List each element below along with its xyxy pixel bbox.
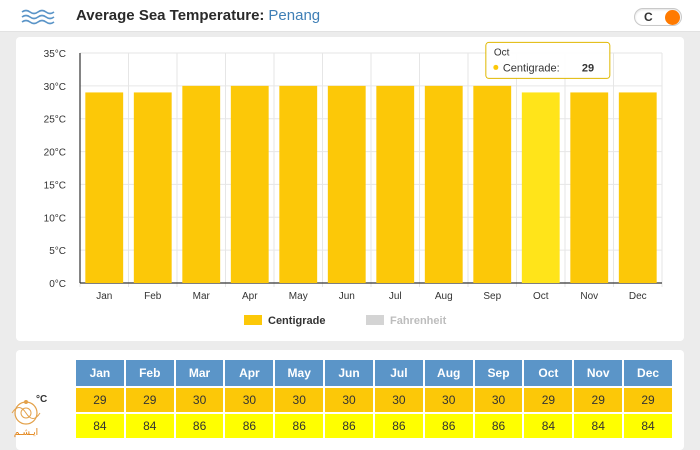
bar-dec [618,92,657,283]
x-tick-label: Jul [389,291,402,302]
title-text: Average Sea Temperature: [76,7,265,24]
site-logo: ایـشـم [4,398,48,442]
table-unit-label: °C [36,394,48,405]
table-month-header: Oct [524,360,573,386]
table-month-header: Feb [125,360,174,386]
x-tick-label: Apr [242,291,258,302]
table-celsius-cell: 30 [325,388,373,412]
bar-jul [376,85,415,283]
table-fahrenheit-cell: 86 [474,414,523,438]
bar-jun [327,85,366,283]
bar-nov [570,92,609,283]
x-tick-label: Feb [144,291,162,302]
bar-feb [133,92,172,283]
table-card: Jan Feb Mar Apr May Jun Jul Aug Sep Oct Nov Dec 29 2… [16,350,684,450]
x-tick-label: Nov [580,291,598,302]
chart-card: 0°C 5°C 10°C 15°C 20°C 25°C 30°C 35°C Jan Feb Mar A… [16,37,684,341]
table-fahrenheit-cell: 86 [175,414,224,438]
table-celsius-cell: 30 [225,388,274,412]
table-month-header: Jan [76,360,124,386]
location-name: Penang [268,7,321,24]
table-fahrenheit-cell: 84 [574,414,623,438]
y-tick-label: 25°C [44,115,66,126]
temperature-table: Jan Feb Mar Apr May Jun Jul Aug Sep Oct Nov Dec 29 2… [74,358,674,440]
y-tick-label: 5°C [49,246,66,257]
table-month-header: Jun [325,360,373,386]
x-tick-label: Jan [96,291,112,302]
table-month-header: Nov [574,360,623,386]
table-celsius-cell: 29 [574,388,623,412]
unit-toggle-label: C [644,10,653,24]
legend-label-fahrenheit: Fahrenheit [390,315,447,327]
table-fahrenheit-cell: 84 [624,414,672,438]
tooltip-box [485,41,611,79]
y-tick-label: 0°C [49,279,66,290]
table-month-header: Sep [474,360,523,386]
x-tick-label: Jun [339,291,355,302]
x-tick-label: Aug [435,291,453,302]
table-celsius-cell: 30 [474,388,523,412]
toggle-knob[interactable] [665,10,680,25]
bar-mar [182,85,221,283]
table-month-header: Apr [225,360,274,386]
celsius-row: 29 29 30 30 30 30 30 30 30 29 29 29 [76,388,672,412]
tooltip-category: Oct [494,47,510,58]
table-celsius-cell: 29 [524,388,573,412]
y-tick-label: 30°C [44,82,66,93]
table-fahrenheit-cell: 86 [275,414,324,438]
table-celsius-cell: 29 [76,388,124,412]
bar-sep [473,85,512,283]
sea-wave-icon [21,9,55,25]
table-fahrenheit-cell: 86 [424,414,473,438]
table-celsius-cell: 30 [424,388,473,412]
table-month-header: Jul [374,360,423,386]
table-fahrenheit-cell: 86 [325,414,373,438]
y-tick-label: 20°C [44,148,66,159]
table-celsius-cell: 30 [175,388,224,412]
x-tick-label: Oct [533,291,549,302]
table-month-header: Aug [424,360,473,386]
table-fahrenheit-cell: 84 [125,414,174,438]
table-month-header: Dec [624,360,672,386]
table-month-header: May [275,360,324,386]
ornament-logo-icon [11,400,41,425]
page-header: Average Sea Temperature: Penang C [0,0,700,32]
x-tick-label: Sep [483,291,501,302]
bar-may [279,85,318,283]
y-tick-label: 35°C [44,49,66,60]
y-tick-label: 10°C [44,213,66,224]
x-tick-label: Mar [193,291,211,302]
month-header-row: Jan Feb Mar Apr May Jun Jul Aug Sep Oct Nov Dec [76,360,672,386]
tooltip-series-dot [493,64,499,70]
x-tick-label: May [289,291,308,302]
legend-label-centigrade: Centigrade [268,315,325,327]
tooltip-value: 29 [582,62,594,74]
table-month-header: Mar [175,360,224,386]
bar-apr [230,85,269,283]
legend-swatch-fahrenheit [366,315,384,325]
table-fahrenheit-cell: 84 [524,414,573,438]
table-fahrenheit-cell: 84 [76,414,124,438]
table-celsius-cell: 30 [275,388,324,412]
x-tick-label: Dec [629,291,647,302]
page-title: Average Sea Temperature: Penang [76,7,320,24]
bar-oct [521,92,560,283]
legend-swatch-centigrade [244,315,262,325]
logo-text: ایـشـم [13,428,39,438]
tooltip-series-label: Centigrade: [503,62,560,74]
table-celsius-cell: 29 [624,388,672,412]
fahrenheit-row: 84 84 86 86 86 86 86 86 86 84 84 84 [76,414,672,438]
unit-toggle[interactable]: C [634,8,682,26]
table-fahrenheit-cell: 86 [225,414,274,438]
temperature-bar-chart: 0°C 5°C 10°C 15°C 20°C 25°C 30°C 35°C Jan Feb Mar A… [44,41,663,327]
table-fahrenheit-cell: 86 [374,414,423,438]
table-celsius-cell: 30 [374,388,423,412]
bar-jan [85,92,124,283]
bar-aug [424,85,463,283]
table-celsius-cell: 29 [125,388,174,412]
y-tick-label: 15°C [44,180,66,191]
